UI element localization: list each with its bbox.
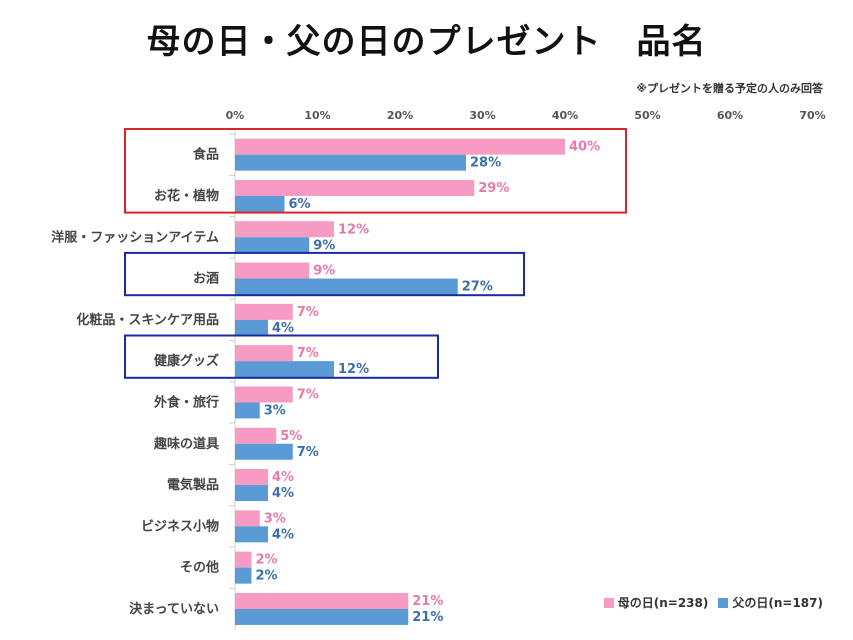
category-label: 化粧品・スキンケア用品: [76, 312, 219, 328]
bar-mother: [235, 303, 293, 320]
x-tick-label: 10%: [304, 109, 330, 122]
bar-father: [235, 567, 252, 584]
data-label-mother: 4%: [272, 470, 294, 485]
bar-father: [235, 361, 334, 378]
category-label: 決まっていない: [129, 601, 219, 617]
legend-swatch-mother: [603, 597, 614, 608]
category-label: 健康グッズ: [154, 353, 219, 369]
bar-mother: [235, 262, 310, 279]
bar-father: [235, 526, 268, 543]
data-label-mother: 5%: [280, 429, 302, 444]
legend-label-mother: 母の日(n=238): [617, 596, 709, 610]
bar-father: [235, 608, 409, 625]
bar-father: [235, 278, 458, 295]
data-label-mother: 3%: [264, 511, 286, 526]
data-label-father: 12%: [338, 362, 369, 377]
category-label: お花・植物: [154, 188, 219, 204]
bar-father: [235, 195, 285, 212]
data-label-father: 28%: [470, 156, 501, 171]
data-label-mother: 7%: [297, 305, 319, 320]
bar-mother: [235, 427, 277, 444]
bar-father: [235, 402, 260, 419]
bar-father: [235, 485, 268, 502]
data-label-mother: 2%: [256, 553, 278, 568]
data-label-mother: 40%: [569, 140, 600, 155]
data-label-father: 3%: [264, 403, 286, 418]
category-label: 洋服・ファッションアイテム: [51, 229, 219, 245]
x-tick-label: 0%: [226, 109, 245, 122]
data-label-mother: 12%: [338, 222, 369, 237]
data-label-father: 27%: [462, 280, 493, 295]
data-label-father: 4%: [272, 527, 294, 542]
data-label-mother: 7%: [297, 387, 319, 402]
data-label-father: 9%: [313, 238, 335, 253]
data-label-father: 2%: [256, 569, 278, 584]
legend-item-mother: 母の日(n=238): [603, 594, 709, 611]
category-label: 食品: [193, 147, 219, 163]
bar-father: [235, 443, 293, 460]
category-label: 外食・旅行: [153, 394, 219, 410]
highlight-box: [124, 128, 627, 214]
x-tick-label: 70%: [799, 109, 825, 122]
legend: 母の日(n=238) 父の日(n=187): [603, 594, 823, 611]
bar-mother: [235, 138, 565, 155]
chart-note: ※プレゼントを贈る予定の人のみ回答: [636, 82, 823, 95]
category-label: 電気製品: [167, 477, 219, 493]
bar-mother: [235, 386, 293, 403]
data-label-mother: 7%: [297, 346, 319, 361]
highlight-box: [124, 334, 439, 379]
bar-father: [235, 237, 310, 254]
bar-father: [235, 319, 268, 336]
x-tick-label: 60%: [717, 109, 743, 122]
bar-mother: [235, 510, 260, 527]
x-tick-label: 30%: [469, 109, 495, 122]
data-label-mother: 9%: [313, 264, 335, 279]
legend-label-father: 父の日(n=187): [732, 596, 823, 610]
legend-swatch-father: [718, 597, 729, 608]
category-label: 趣味の道具: [153, 436, 219, 452]
legend-item-father: 父の日(n=187): [718, 594, 823, 611]
category-label: お酒: [193, 272, 219, 287]
chart-title: 母の日・父の日のプレゼント 品名: [146, 22, 707, 62]
data-label-father: 6%: [289, 197, 311, 212]
bar-mother: [235, 592, 409, 609]
data-label-father: 21%: [412, 610, 443, 625]
bar-mother: [235, 345, 293, 362]
x-tick-label: 20%: [387, 109, 413, 122]
data-label-father: 7%: [297, 445, 319, 460]
x-tick-label: 40%: [552, 109, 578, 122]
x-tick-label: 50%: [634, 109, 660, 122]
category-label: ビジネス小物: [141, 518, 219, 534]
data-label-father: 4%: [272, 486, 294, 501]
bar-father: [235, 154, 466, 171]
bar-mother: [235, 469, 268, 486]
data-label-mother: 29%: [478, 181, 509, 196]
bar-mother: [235, 551, 252, 568]
bar-mother: [235, 179, 475, 196]
data-label-mother: 21%: [412, 594, 443, 609]
data-label-father: 4%: [272, 321, 294, 336]
highlight-box: [124, 251, 525, 297]
category-label: その他: [180, 560, 219, 576]
bar-mother: [235, 221, 334, 238]
